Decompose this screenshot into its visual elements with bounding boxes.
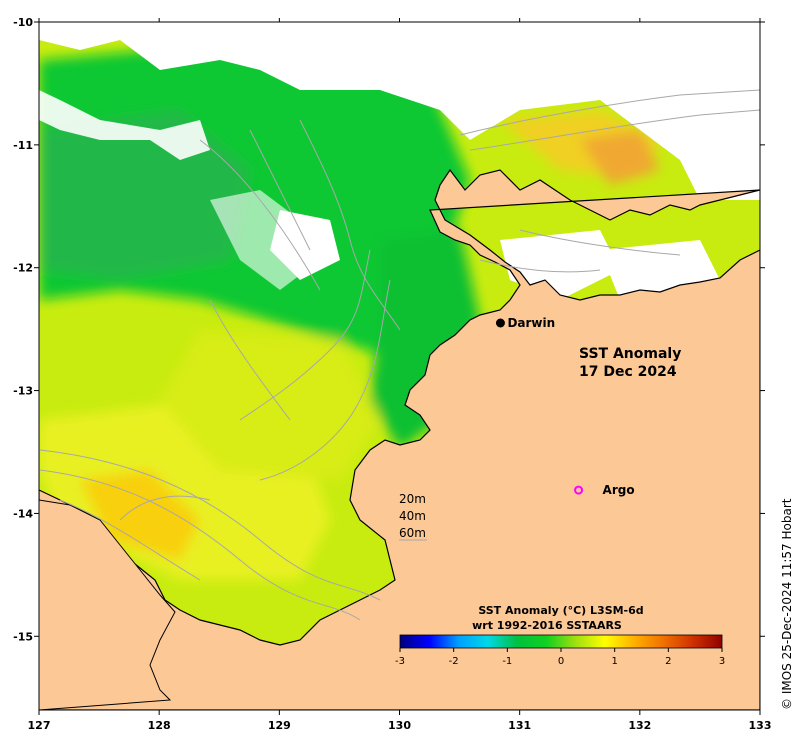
copyright-text: © IMOS 25-Dec-2024 11:57 Hobart	[780, 498, 794, 710]
colorbar-title-line1: SST Anomaly (°C) L3SM-6d	[478, 604, 643, 617]
x-tick-label: 129	[268, 719, 291, 732]
map-title-line1: SST Anomaly	[579, 346, 681, 362]
colorbar-tick-label: -3	[395, 656, 405, 667]
x-tick-label: 127	[28, 719, 51, 732]
colorbar-ticks: -3 -2 -1 0 1 2 3	[395, 648, 725, 667]
y-tick-label: -14	[13, 507, 33, 520]
colorbar-gradient	[399, 634, 723, 649]
map-title-line2: 17 Dec 2024	[579, 364, 677, 380]
x-tick-label: 133	[749, 719, 772, 732]
colorbar-tick-label: 1	[611, 656, 617, 667]
colorbar-tick-label: -2	[449, 656, 459, 667]
x-tick-label: 132	[628, 719, 651, 732]
x-axis: 127 128 129 130 131 132 133	[28, 18, 772, 732]
colorbar: SST Anomaly (°C) L3SM-6d wrt 1992-2016 S…	[395, 604, 725, 667]
place-label-darwin: Darwin	[507, 316, 555, 330]
colorbar-tick-label: 2	[665, 656, 671, 667]
x-tick-label: 130	[388, 719, 411, 732]
land-mass	[39, 168, 760, 710]
bathymetry-contours	[39, 89, 760, 621]
y-tick-label: -13	[13, 385, 33, 398]
colorbar-title-line2: wrt 1992-2016 SSTAARS	[472, 619, 622, 632]
colorbar-tick-label: 0	[558, 656, 564, 667]
colorbar-tick-label: 3	[719, 656, 725, 667]
argo-marker	[574, 485, 584, 495]
y-tick-label: -10	[13, 16, 33, 29]
y-tick-label: -12	[13, 262, 33, 275]
y-axis: -10 -11 -12 -13 -14 -15	[13, 16, 765, 643]
depth-label-20m: 20m	[399, 492, 426, 506]
depth-label-40m: 40m	[399, 509, 426, 523]
southwest-land	[39, 490, 176, 710]
no-data-regions	[39, 22, 760, 300]
y-tick-label: -11	[13, 139, 33, 152]
place-label-argo: Argo	[603, 483, 635, 497]
darwin-marker	[495, 318, 505, 328]
depth-label-60m: 60m	[399, 526, 426, 540]
x-tick-label: 128	[148, 719, 171, 732]
y-tick-label: -15	[13, 630, 33, 643]
place-markers: Darwin Argo	[495, 316, 635, 497]
depth-legend: 20m 40m 60m	[399, 492, 427, 541]
x-tick-label: 131	[508, 719, 531, 732]
colorbar-tick-label: -1	[502, 656, 512, 667]
